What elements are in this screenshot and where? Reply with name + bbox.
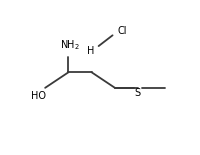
Text: Cl: Cl (118, 26, 128, 35)
Text: HO: HO (31, 91, 46, 101)
Text: S: S (135, 88, 141, 98)
Text: H: H (87, 46, 95, 56)
Text: NH$_2$: NH$_2$ (60, 38, 80, 52)
